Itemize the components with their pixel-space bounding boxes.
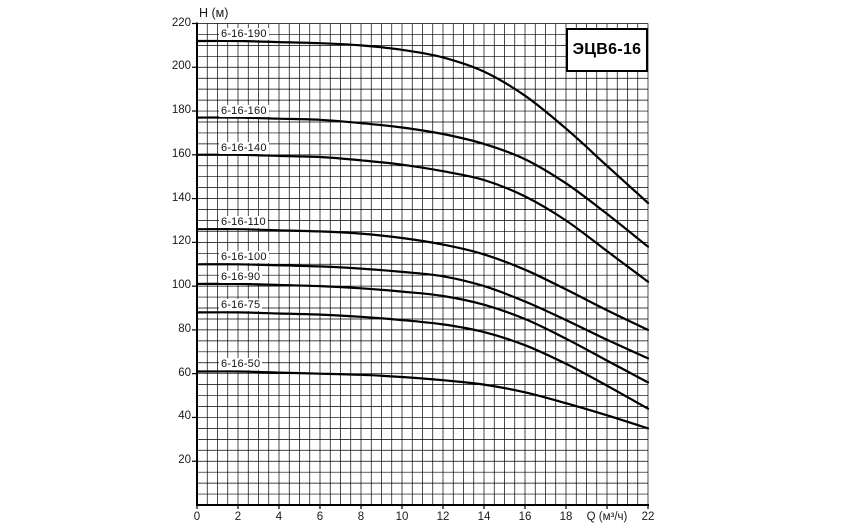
x-tick-label-16: 16 bbox=[518, 511, 532, 523]
x-axis-title: Q (м³/ч) bbox=[586, 511, 628, 523]
y-tick-label-40: 40 bbox=[178, 410, 191, 423]
y-tick-label-200: 200 bbox=[171, 60, 191, 73]
curve-6-16-75 bbox=[195, 311, 650, 410]
y-tick-label-20: 20 bbox=[178, 454, 191, 467]
x-tick-label-8: 8 bbox=[357, 511, 365, 523]
curve-6-16-90 bbox=[195, 282, 650, 384]
curve-label-6-16-160: 6-16-160 bbox=[219, 104, 269, 117]
x-tick-label-12: 12 bbox=[436, 511, 450, 523]
y-tick-label-180: 180 bbox=[171, 104, 191, 117]
x-tick-label-6: 6 bbox=[316, 511, 324, 523]
y-axis-title: H (м) bbox=[199, 6, 229, 20]
curve-label-6-16-140: 6-16-140 bbox=[219, 141, 269, 154]
x-tick-label-22: 22 bbox=[641, 511, 655, 523]
y-tick-label-80: 80 bbox=[178, 322, 191, 335]
x-tick-label-2: 2 bbox=[234, 511, 242, 523]
curve-label-6-16-50: 6-16-50 bbox=[219, 358, 263, 371]
x-tick-label-10: 10 bbox=[395, 511, 409, 523]
curve-label-6-16-75: 6-16-75 bbox=[219, 299, 263, 312]
y-tick-label-100: 100 bbox=[171, 279, 191, 292]
curve-label-6-16-100: 6-16-100 bbox=[219, 251, 269, 264]
curve-label-6-16-110: 6-16-110 bbox=[219, 216, 268, 229]
chart-title-box: ЭЦВ6-16 bbox=[566, 28, 648, 72]
curve-6-16-140 bbox=[195, 153, 650, 283]
curve-6-16-110 bbox=[195, 228, 650, 331]
y-tick-label-140: 140 bbox=[171, 191, 191, 204]
curve-6-16-100 bbox=[195, 263, 650, 360]
curve-6-16-190 bbox=[195, 39, 650, 205]
x-tick-label-14: 14 bbox=[477, 511, 491, 523]
x-tick-label-0: 0 bbox=[193, 511, 201, 523]
chart-title: ЭЦВ6-16 bbox=[572, 41, 642, 58]
curve-label-6-16-90: 6-16-90 bbox=[219, 270, 263, 283]
curve-6-16-50 bbox=[195, 370, 650, 430]
y-tick-label-160: 160 bbox=[171, 147, 191, 160]
x-tick-label-4: 4 bbox=[275, 511, 283, 523]
y-tick-label-60: 60 bbox=[178, 366, 191, 379]
curve-6-16-160 bbox=[195, 116, 650, 248]
y-tick-label-120: 120 bbox=[171, 235, 191, 248]
curve-label-6-16-190: 6-16-190 bbox=[219, 28, 269, 40]
y-tick-label-220: 220 bbox=[171, 16, 191, 29]
x-tick-label-18: 18 bbox=[559, 511, 573, 523]
